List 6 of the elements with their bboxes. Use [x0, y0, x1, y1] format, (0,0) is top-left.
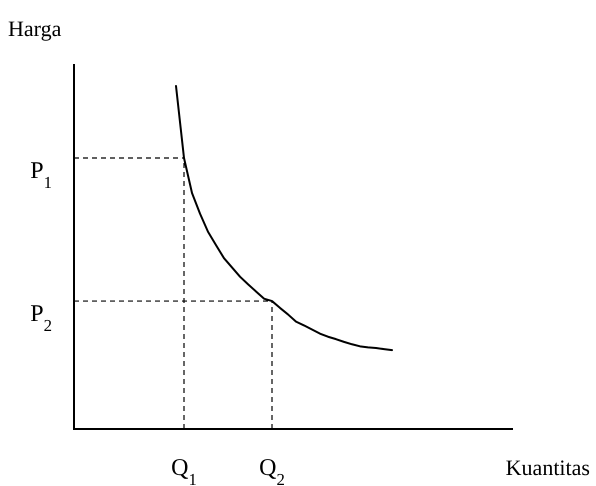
x-tick-label: Q$_{1}$: [171, 455, 197, 486]
ref-line-label: P$_{2}$: [30, 301, 52, 335]
x-tick-label: Q$_{2}$: [259, 455, 285, 486]
x-axis-title: Kuantitas: [506, 455, 590, 480]
text: Harga: [8, 16, 62, 41]
ref-line-label: P$_{1}$: [30, 158, 52, 192]
